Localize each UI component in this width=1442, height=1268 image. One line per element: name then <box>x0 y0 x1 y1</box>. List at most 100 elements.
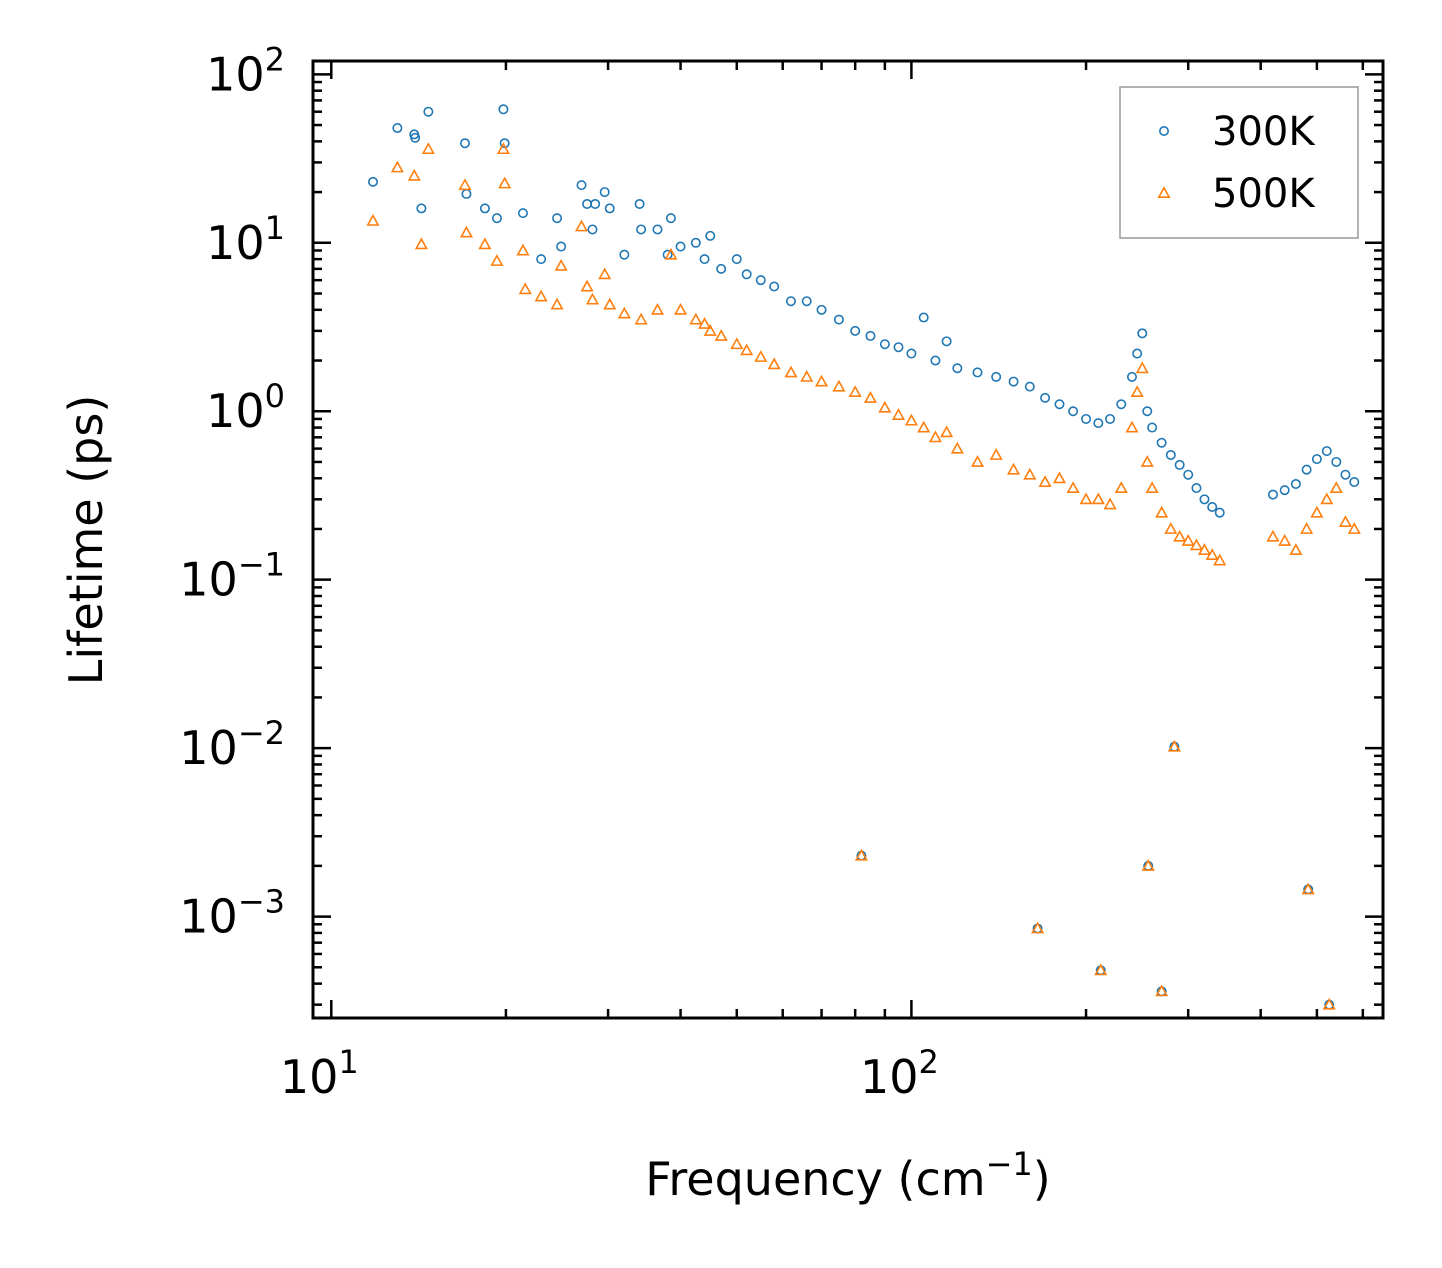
data-point <box>863 391 878 403</box>
data-point <box>1040 392 1051 403</box>
axis-ticks <box>313 61 1383 1018</box>
data-point <box>716 263 727 274</box>
data-point <box>893 342 904 353</box>
data-point <box>421 142 435 155</box>
data-point <box>407 168 421 181</box>
data-point <box>617 306 631 319</box>
data-point <box>1023 467 1037 480</box>
data-point <box>416 203 427 214</box>
data-point <box>652 224 663 235</box>
data-point <box>769 281 780 292</box>
data-point <box>1165 449 1176 460</box>
data-point <box>741 269 752 280</box>
series-500K <box>366 142 1361 1010</box>
data-point <box>928 430 942 443</box>
y-tick-label: 102 <box>206 40 285 101</box>
data-point <box>785 296 796 307</box>
data-point <box>1031 921 1045 934</box>
data-point <box>1267 489 1278 500</box>
data-point <box>1024 381 1035 392</box>
data-point <box>490 254 504 266</box>
data-point <box>1181 534 1195 546</box>
data-point <box>1052 471 1067 484</box>
data-point <box>754 350 768 362</box>
data-point <box>918 312 929 323</box>
data-point <box>1091 492 1105 505</box>
data-point <box>459 138 470 149</box>
data-point <box>1213 553 1227 566</box>
data-point <box>496 142 510 155</box>
data-point <box>1142 406 1153 417</box>
data-point <box>534 289 548 302</box>
data-point <box>970 455 985 467</box>
data-point <box>698 317 712 329</box>
data-point <box>878 400 892 413</box>
data-point <box>491 213 502 224</box>
y-tick-label: 10−3 <box>179 883 285 944</box>
data-point <box>636 224 647 235</box>
data-point <box>410 132 421 143</box>
data-point <box>854 848 868 861</box>
data-point <box>1094 963 1108 976</box>
data-point <box>1167 739 1181 752</box>
data-point <box>458 178 472 191</box>
data-point <box>705 230 716 241</box>
data-point <box>832 379 846 392</box>
data-point <box>650 302 665 315</box>
data-point <box>1173 529 1187 542</box>
data-point <box>673 302 688 315</box>
data-point <box>930 355 941 366</box>
data-point <box>689 312 703 325</box>
data-point <box>1126 371 1137 382</box>
data-point <box>1340 469 1351 480</box>
data-point <box>390 160 404 173</box>
data-point <box>1189 538 1204 551</box>
data-point <box>587 224 598 235</box>
data-point <box>1137 328 1148 339</box>
y-tick-label: 10−1 <box>179 546 285 607</box>
data-point <box>599 187 610 198</box>
data-point <box>740 343 754 356</box>
data-point <box>619 249 630 260</box>
data-point <box>952 363 963 374</box>
y-axis-label: Lifetime (ps) <box>59 395 113 686</box>
data-point <box>459 225 474 238</box>
data-point <box>1311 454 1322 465</box>
data-point <box>1347 522 1361 534</box>
data-point <box>598 267 612 280</box>
data-point <box>366 213 380 226</box>
data-point <box>1322 997 1336 1010</box>
data-point <box>1301 464 1312 475</box>
data-point <box>989 448 1003 460</box>
data-point <box>1132 348 1143 359</box>
data-point <box>665 213 676 224</box>
plot-frame <box>311 59 1385 1020</box>
data-point <box>1155 984 1169 997</box>
data-point <box>1320 492 1334 505</box>
x-tick-label: 102 <box>860 1043 939 1104</box>
x-tick-label: 101 <box>280 1043 359 1104</box>
data-point <box>1279 485 1290 496</box>
data-point <box>1183 469 1194 480</box>
data-point <box>1289 543 1303 555</box>
data-point <box>755 275 766 286</box>
data-point <box>1079 492 1093 505</box>
data-point <box>498 176 512 189</box>
data-point <box>1114 481 1128 493</box>
data-point <box>1214 507 1225 518</box>
data-point <box>699 254 710 265</box>
data-point <box>498 104 509 115</box>
data-point <box>554 258 568 271</box>
data-point <box>1205 548 1219 561</box>
data-point <box>1068 406 1079 417</box>
data-point <box>634 312 648 325</box>
data-point <box>906 348 917 359</box>
legend-label-500K: 500K <box>1212 171 1316 217</box>
data-point <box>1130 385 1144 398</box>
data-point <box>917 420 931 433</box>
data-point <box>1125 420 1139 433</box>
data-point <box>1103 497 1117 510</box>
data-point <box>1066 481 1080 493</box>
data-point <box>517 208 528 219</box>
legend-marker-500K <box>1157 186 1171 198</box>
